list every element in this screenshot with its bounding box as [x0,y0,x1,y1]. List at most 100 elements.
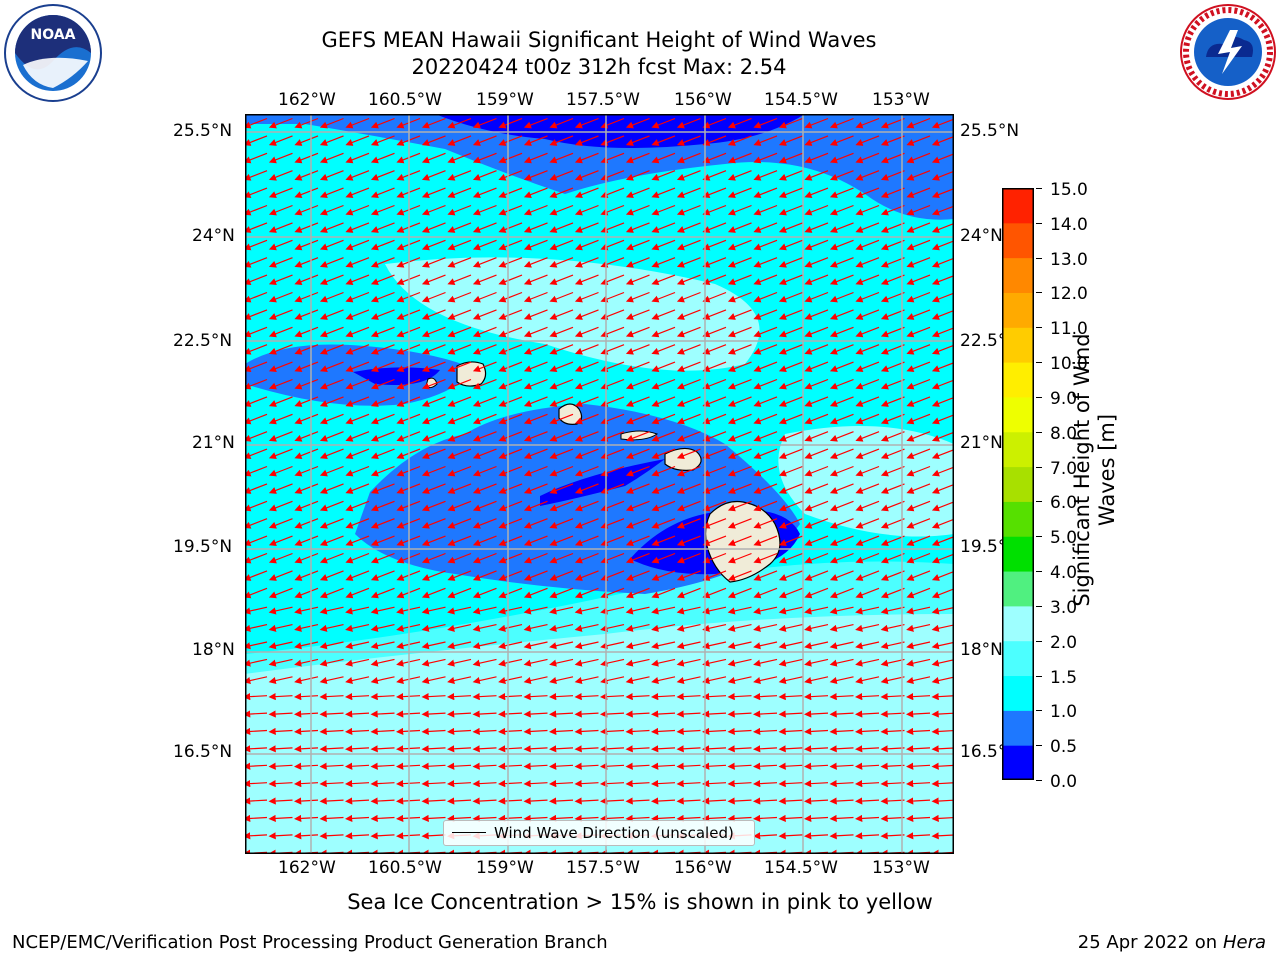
wave-direction-arrow [855,378,880,390]
wave-direction-arrow [268,361,293,373]
wave-direction-arrow [855,239,880,251]
wave-direction-arrow [549,676,574,685]
wave-direction-arrow [600,587,625,599]
colorbar-swatch-11 [1002,362,1034,398]
wave-direction-arrow [268,465,293,477]
wave-direction-arrow [829,570,854,581]
wave-direction-arrow [676,413,701,425]
wave-direction-arrow [829,344,854,355]
wave-direction-arrow [778,570,803,581]
svg-text:NOAA: NOAA [31,27,76,43]
wave-direction-arrow [574,170,599,181]
wave-direction-arrow [625,187,650,199]
wave-direction-arrow [370,204,395,216]
wave-direction-arrow [753,780,778,788]
wave-direction-arrow [727,500,752,512]
colorbar-tick-mark-13 [1036,327,1042,329]
wave-direction-arrow [676,606,701,615]
wave-direction-arrow [702,326,727,338]
wave-direction-arrow [906,587,931,599]
map-panel[interactable] [245,114,954,854]
wave-direction-arrow [370,187,395,199]
wave-direction-arrow [804,222,829,233]
wave-direction-arrow [651,326,676,338]
wave-direction-arrow [753,344,778,355]
wave-direction-arrow [625,641,650,650]
wave-direction-arrow [855,326,880,338]
wave-direction-arrow [421,431,446,442]
wave-direction-arrow [651,570,676,581]
wave-direction-arrow [421,465,446,477]
wave-direction-arrow [676,222,701,233]
wave-direction-arrow [472,448,497,460]
wave-direction-arrow [319,309,344,320]
wave-direction-arrow [753,606,778,615]
wave-direction-arrow [421,780,446,788]
wave-direction-arrow [727,274,752,286]
colorbar-swatch-13 [1002,292,1034,328]
wave-direction-arrow [676,483,701,494]
wave-direction-arrow [268,413,293,425]
wave-direction-arrow [549,344,574,355]
wave-direction-arrow [600,170,625,181]
wave-direction-arrow [829,309,854,320]
wave-direction-arrow [498,641,523,650]
wave-direction-arrow [804,710,829,718]
wave-direction-arrow [906,257,931,268]
wave-direction-arrow [319,135,344,146]
wave-direction-arrow [345,762,370,770]
wave-direction-arrow [651,187,676,199]
wave-direction-arrow [523,500,548,512]
wave-direction-arrow [702,431,727,442]
wave-direction-arrow [294,570,319,581]
wave-direction-arrow [268,710,293,718]
wave-direction-arrow [574,762,599,770]
wave-direction-arrow [651,431,676,442]
wave-direction-arrow [625,431,650,442]
wave-direction-arrow [268,239,293,251]
wave-direction-arrow [294,641,319,650]
wave-direction-arrow [472,291,497,303]
wave-direction-arrow [245,710,268,718]
wave-direction-arrow [804,135,829,146]
wave-direction-arrow [906,152,931,164]
wave-direction-arrow [447,535,472,547]
wave-direction-arrow [319,745,344,753]
wave-direction-arrow [245,396,268,407]
wave-direction-arrow [778,483,803,494]
wave-direction-arrow [268,135,293,146]
wave-direction-arrow [498,483,523,494]
wave-direction-arrow [625,658,650,667]
wave-direction-arrow [396,658,421,667]
wave-direction-arrow [702,780,727,788]
wave-direction-arrow [549,780,574,788]
wave-direction-arrow [855,780,880,788]
wave-direction-arrow [447,448,472,460]
wave-direction-arrow [498,448,523,460]
wave-direction-arrow [829,222,854,233]
wave-direction-arrow [421,587,446,599]
wave-direction-arrow [370,552,395,564]
wave-direction-arrow [855,291,880,303]
wave-direction-arrow [319,257,344,268]
wave-direction-arrow [906,187,931,199]
wave-direction-arrow [778,291,803,303]
nws-logo [1178,2,1278,102]
wave-direction-arrow [906,291,931,303]
wave-direction-arrow [396,117,421,129]
wave-direction-arrow [702,465,727,477]
wave-direction-arrow [574,152,599,164]
colorbar-tick-mark-17 [1036,188,1042,189]
wave-direction-arrow [651,274,676,286]
wave-direction-arrow [753,624,778,632]
wave-direction-arrow [447,204,472,216]
wave-direction-arrow [319,204,344,216]
wave-direction-arrow [906,204,931,216]
wave-height-map[interactable] [245,114,954,854]
wave-direction-arrow [319,658,344,667]
wave-direction-arrow [345,152,370,164]
wave-direction-arrow [574,624,599,632]
colorbar-swatch-8 [1002,466,1034,502]
wave-direction-arrow [268,187,293,199]
wave-direction-arrow [472,606,497,615]
